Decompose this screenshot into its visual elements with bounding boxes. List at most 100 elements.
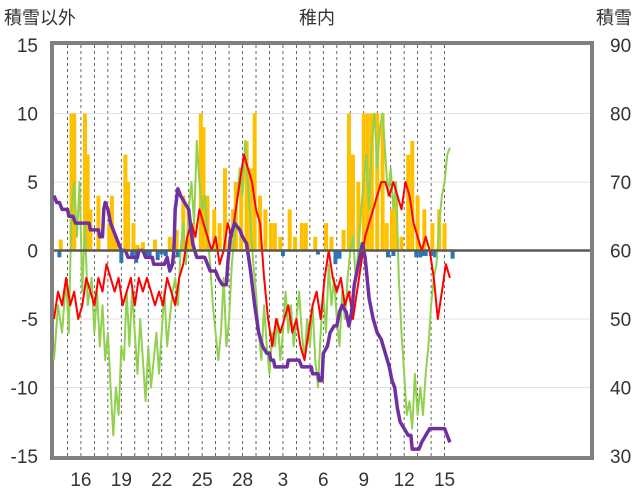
right-y-tick-label-4: 70 xyxy=(610,173,631,194)
bar-series-0-16 xyxy=(167,236,172,251)
right-y-tick-label-5: 80 xyxy=(610,105,631,126)
right-axis-label: 積雪 xyxy=(596,8,632,29)
left-axis-label: 積雪以外 xyxy=(4,8,76,29)
bar-series-1-21 xyxy=(433,250,438,258)
x-tick-label-1: 19 xyxy=(111,470,132,491)
chart-title: 稚内 xyxy=(299,8,335,29)
left-y-tick-label-1: -10 xyxy=(11,379,38,400)
bar-series-0-37 xyxy=(272,223,277,251)
bar-series-0-22 xyxy=(198,113,203,251)
bar-series-1-6 xyxy=(155,250,160,261)
line-series-3 xyxy=(53,153,451,362)
bar-series-0-39 xyxy=(287,209,292,251)
right-y-tick-label-1: 40 xyxy=(610,379,631,400)
bar-series-0-0 xyxy=(58,239,63,251)
bar-series-0-41 xyxy=(299,223,304,251)
bar-series-0-45 xyxy=(329,236,334,251)
bar-series-0-15 xyxy=(153,239,158,251)
x-ticks: 16 19 22 25 28 3 6 9 12 15 xyxy=(70,470,455,491)
bar-series-1-0 xyxy=(57,250,62,258)
bar-series-0-61 xyxy=(415,195,420,251)
bar-series-0-44 xyxy=(324,223,329,251)
bar-series-0-12 xyxy=(131,223,136,251)
x-tick-label-7: 9 xyxy=(358,470,369,491)
x-tick-label-3: 25 xyxy=(192,470,213,491)
bar-series-0-26 xyxy=(217,223,222,251)
left-y-tick-label-5: 10 xyxy=(17,105,38,126)
bar-series-1-4 xyxy=(144,250,149,258)
bar-series-0-55 xyxy=(384,223,389,251)
bar-series-1-2 xyxy=(130,250,135,259)
right-y-tick-label-6: 90 xyxy=(610,36,631,57)
left-y-tick-label-0: -15 xyxy=(11,447,38,468)
bar-series-0-47 xyxy=(346,113,351,251)
bar-series-0-46 xyxy=(341,229,346,251)
bar-series-0-43 xyxy=(313,236,318,251)
bar-series-1-11 xyxy=(315,250,320,255)
bar-series-1-16 xyxy=(414,250,419,258)
bar-series-1-12 xyxy=(333,250,338,265)
bar-series-0-35 xyxy=(263,209,268,251)
bar-series-0-31 xyxy=(244,140,249,251)
right-y-tick-label-3: 60 xyxy=(610,242,631,263)
bar-series-1-10 xyxy=(280,250,285,256)
bar-series-0-65 xyxy=(442,223,447,251)
bar-series-0-4 xyxy=(85,154,90,251)
bar-series-0-58 xyxy=(399,236,404,251)
bar-series-0-14 xyxy=(140,242,145,251)
right-y-tick-label-0: 30 xyxy=(610,447,631,468)
right-y-tick-label-2: 50 xyxy=(610,310,631,331)
left-y-tick-label-6: 15 xyxy=(17,36,38,57)
bar-series-0-56 xyxy=(390,209,395,251)
bar-series-0-27 xyxy=(223,168,228,251)
x-tick-label-6: 6 xyxy=(318,470,329,491)
line-series-2 xyxy=(53,112,451,437)
bar-series-0-49 xyxy=(356,182,361,251)
bar-series-1-15 xyxy=(391,250,396,256)
bar-series-0-38 xyxy=(278,236,283,251)
bar-series-1-9 xyxy=(175,250,180,258)
bar-series-0-36 xyxy=(268,223,273,251)
x-tick-label-9: 15 xyxy=(434,470,455,491)
bar-series-1-19 xyxy=(423,250,428,256)
x-tick-label-5: 3 xyxy=(278,470,289,491)
bar-series-1-5 xyxy=(147,250,152,256)
bar-series-0-40 xyxy=(293,236,298,251)
left-y-tick-label-2: -5 xyxy=(21,310,38,331)
bar-series-0-53 xyxy=(375,113,380,251)
bar-series-0-1 xyxy=(69,113,74,251)
bar-series-0-62 xyxy=(422,209,427,251)
bar-series-1-22 xyxy=(450,250,455,259)
bar-series-0-18 xyxy=(174,229,179,251)
bar-series-1-7 xyxy=(159,250,164,255)
line-layer xyxy=(52,112,452,451)
x-tick-label-8: 12 xyxy=(394,470,415,491)
bar-series-1-13 xyxy=(337,250,342,259)
bar-series-0-10 xyxy=(123,154,128,251)
bar-series-0-33 xyxy=(252,113,257,251)
bar-series-0-13 xyxy=(135,245,140,251)
bar-series-0-23 xyxy=(201,127,206,251)
bar-series-1-17 xyxy=(418,250,423,258)
line-series-4 xyxy=(52,187,452,451)
bar-series-0-9 xyxy=(113,236,118,251)
bar-series-0-48 xyxy=(350,154,355,251)
bar-series-0-30 xyxy=(239,168,244,251)
right-y-ticks: 30 40 50 60 70 80 90 xyxy=(610,36,631,468)
bar-series-0-11 xyxy=(126,182,131,251)
x-tick-label-4: 28 xyxy=(232,470,253,491)
bar-series-1-1 xyxy=(119,250,124,263)
bar-series-1-8 xyxy=(163,250,168,256)
bar-series-0-57 xyxy=(394,195,399,251)
bar-series-1-14 xyxy=(385,250,390,258)
left-y-tick-label-4: 5 xyxy=(27,173,38,194)
bar-series-0-63 xyxy=(430,223,435,251)
x-tick-label-2: 22 xyxy=(151,470,172,491)
plot-frame xyxy=(50,41,594,460)
bar-series-0-7 xyxy=(107,223,112,251)
bar-series-0-25 xyxy=(212,209,217,251)
bar-series-0-52 xyxy=(369,113,374,251)
left-y-ticks: -15 -10 -5 0 5 10 15 xyxy=(11,36,38,468)
left-y-tick-label-3: 0 xyxy=(27,242,38,263)
